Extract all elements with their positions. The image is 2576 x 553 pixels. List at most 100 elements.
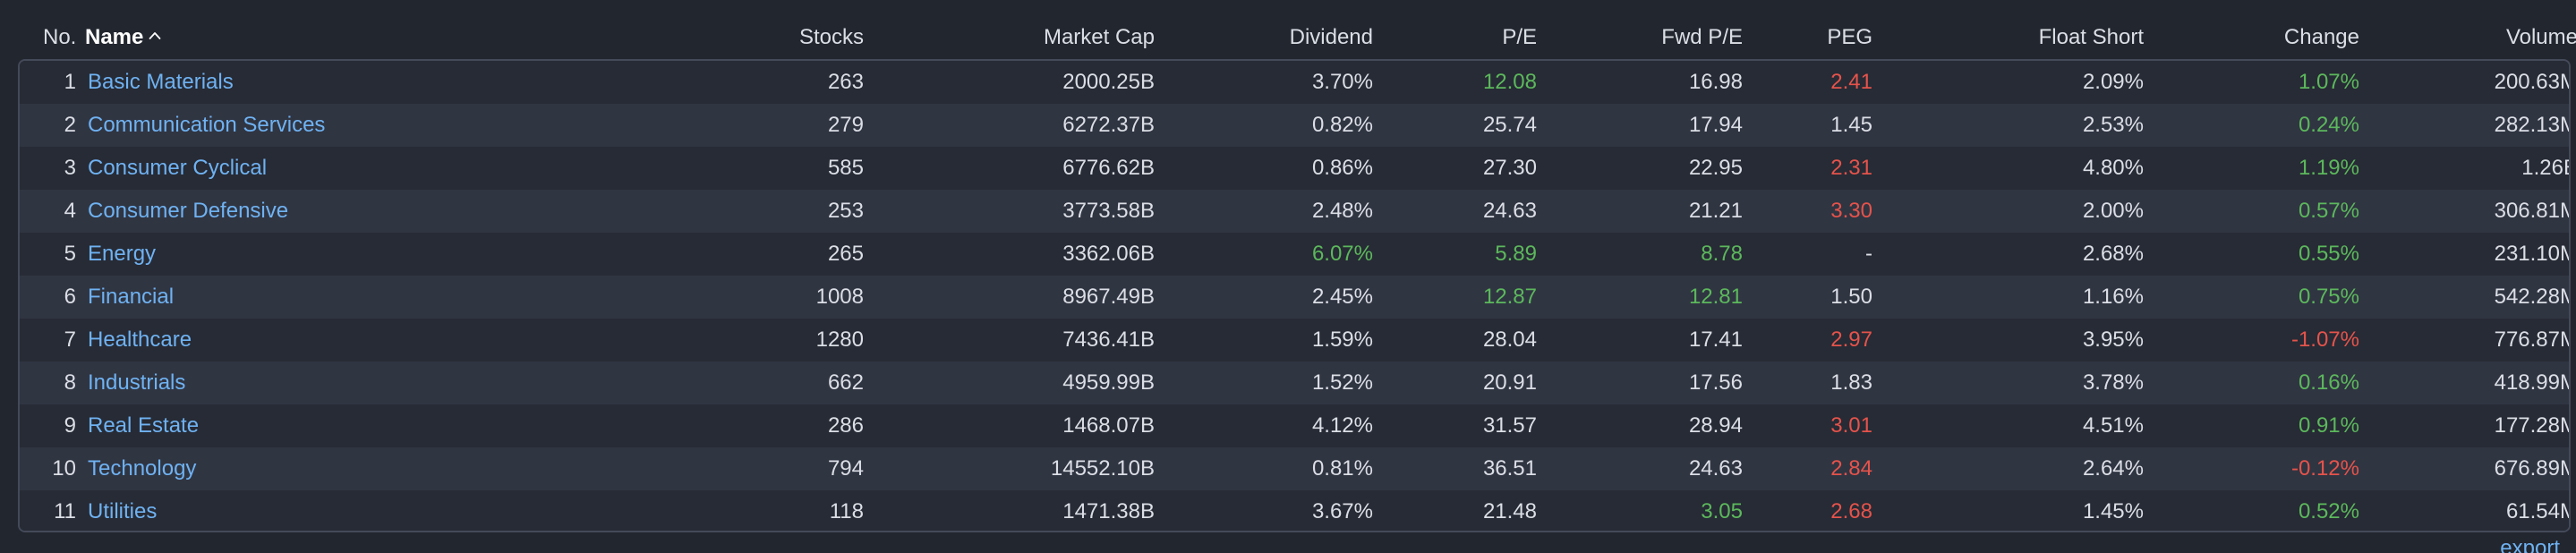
row-no: 4 [64,199,76,223]
sector-name-link[interactable]: Consumer Cyclical [88,156,268,180]
sector-name-link[interactable]: Consumer Defensive [88,199,289,223]
change-cell: 0.52% [2298,499,2359,523]
table-row[interactable]: 6 Financial 1008 8967.49B 2.45% 12.87 12.81 1.5… [20,276,2569,319]
table-row[interactable]: 7 Healthcare 1280 7436.41B 1.59% 28.04 17.41 2.… [20,319,2569,362]
col-header-no[interactable]: No. [43,25,77,49]
sector-name-link[interactable]: Real Estate [88,413,200,438]
stocks-cell: 263 [827,70,864,94]
peg-cell: 3.01 [1830,413,1872,438]
fwd-pe-cell: 17.41 [1688,328,1743,352]
row-no: 10 [52,456,76,481]
col-header-market-cap[interactable]: Market Cap [1043,25,1155,49]
market-cap-cell: 4959.99B [1062,370,1155,395]
market-cap-cell: 3362.06B [1062,242,1155,266]
pe-cell: 25.74 [1482,113,1537,137]
dividend-cell: 3.70% [1311,70,1373,94]
col-header-dividend[interactable]: Dividend [1289,25,1373,49]
sector-name-link[interactable]: Healthcare [88,328,192,352]
table-row[interactable]: 2 Communication Services 279 6272.37B 0.82% 2… [20,104,2569,147]
pe-cell: 27.30 [1482,156,1537,180]
col-header-change[interactable]: Change [2283,25,2359,49]
table-row[interactable]: 11 Utilities 118 1471.38B 3.67% 21.48 3.05 2.68… [20,490,2571,531]
row-no: 11 [54,499,76,523]
volume-cell: 1.26B [2521,156,2569,180]
col-header-stocks[interactable]: Stocks [798,25,864,49]
peg-cell: 2.41 [1830,70,1872,94]
fwd-pe-cell: 28.94 [1688,413,1743,438]
table-row[interactable]: 8 Industrials 662 4959.99B 1.52% 20.91 17.56 1.… [20,362,2569,404]
float-short-cell: 4.51% [2082,413,2144,438]
peg-cell: 3.30 [1830,199,1872,223]
sector-name-link[interactable]: Communication Services [88,113,326,137]
stocks-cell: 265 [827,242,864,266]
float-short-cell: 2.64% [2082,456,2144,481]
col-header-float-short[interactable]: Float Short [2038,25,2144,49]
col-header-volume[interactable]: Volume [2505,25,2576,49]
stocks-cell: 279 [827,113,864,137]
export-link[interactable]: export [2500,536,2560,553]
dividend-cell: 1.59% [1311,328,1373,352]
volume-cell: 282.13M [2494,113,2571,137]
sector-name-link[interactable]: Basic Materials [88,70,234,94]
col-header-name[interactable]: Name [85,18,497,57]
table-row[interactable]: 9 Real Estate 286 1468.07B 4.12% 31.57 28.94 3.… [20,404,2569,447]
table-header: No. Name Stocks Market Cap Dividend P/E … [18,18,2576,57]
dividend-cell: 0.86% [1311,156,1373,180]
stocks-cell: 662 [827,370,864,395]
row-no: 3 [64,156,76,180]
table-row[interactable]: 1 Basic Materials 263 2000.25B 3.70% 12.08 16.… [20,61,2569,104]
peg-cell: 2.68 [1830,499,1872,523]
peg-cell: 2.84 [1830,456,1872,481]
change-cell: 0.91% [2298,413,2359,438]
market-cap-cell: 1468.07B [1062,413,1155,438]
market-cap-cell: 14552.10B [1050,456,1155,481]
stocks-cell: 253 [827,199,864,223]
dividend-cell: 0.82% [1311,113,1373,137]
pe-cell: 20.91 [1482,370,1537,395]
pe-cell: 12.87 [1482,285,1537,309]
market-cap-cell: 1471.38B [1062,499,1155,523]
sector-table: 1 Basic Materials 263 2000.25B 3.70% 12.08 16.… [18,59,2571,532]
market-cap-cell: 7436.41B [1062,328,1155,352]
table-row[interactable]: 5 Energy 265 3362.06B 6.07% 5.89 8.78 - 2.68% 0.5… [20,233,2569,276]
volume-cell: 61.54M [2505,499,2571,523]
col-header-peg[interactable]: PEG [1827,25,1872,49]
row-no: 1 [64,70,76,94]
fwd-pe-cell: 21.21 [1688,199,1743,223]
change-cell: 0.57% [2298,199,2359,223]
table-row[interactable]: 10 Technology 794 14552.10B 0.81% 36.51 24.63 2… [20,447,2569,490]
row-no: 9 [64,413,76,438]
volume-cell: 542.28M [2494,285,2571,309]
dividend-cell: 4.12% [1311,413,1373,438]
col-header-pe[interactable]: P/E [1502,25,1537,49]
table-row[interactable]: 4 Consumer Defensive 253 3773.58B 2.48% 24.63… [20,190,2569,233]
float-short-cell: 2.68% [2082,242,2144,266]
pe-cell: 31.57 [1482,413,1537,438]
peg-cell: 1.45 [1830,113,1872,137]
col-header-fwd-pe[interactable]: Fwd P/E [1661,25,1743,49]
volume-cell: 776.87M [2494,328,2571,352]
table-row[interactable]: 3 Consumer Cyclical 585 6776.62B 0.86% 27.30 2… [20,147,2569,190]
sector-name-link[interactable]: Industrials [88,370,186,395]
sector-name-link[interactable]: Energy [88,242,157,266]
sector-name-link[interactable]: Technology [88,456,197,481]
float-short-cell: 1.16% [2082,285,2144,309]
change-cell: 1.19% [2298,156,2359,180]
change-cell: 0.55% [2298,242,2359,266]
peg-cell: 1.83 [1830,370,1872,395]
peg-cell: 1.50 [1830,285,1872,309]
sector-name-link[interactable]: Financial [88,285,175,309]
sector-name-link[interactable]: Utilities [88,499,158,523]
chevron-up-icon[interactable] [149,30,161,42]
market-cap-cell: 8967.49B [1062,285,1155,309]
float-short-cell: 2.00% [2082,199,2144,223]
col-header-name-label[interactable]: Name [85,25,144,49]
dividend-cell: 2.48% [1311,199,1373,223]
stocks-cell: 1008 [815,285,864,309]
market-cap-cell: 3773.58B [1062,199,1155,223]
peg-cell: 2.97 [1830,328,1872,352]
float-short-cell: 2.53% [2082,113,2144,137]
volume-cell: 200.63M [2494,70,2571,94]
change-cell: -1.07% [2290,328,2359,352]
volume-cell: 231.10M [2494,242,2571,266]
